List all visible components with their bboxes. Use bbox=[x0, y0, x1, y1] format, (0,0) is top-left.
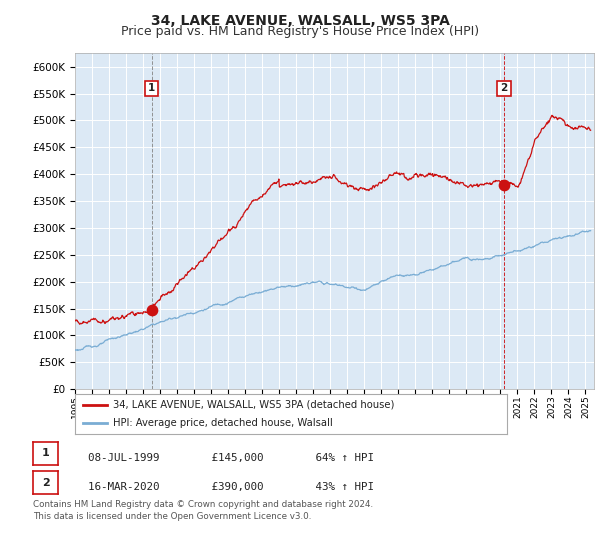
Text: Contains HM Land Registry data © Crown copyright and database right 2024.
This d: Contains HM Land Registry data © Crown c… bbox=[33, 500, 373, 521]
Text: 2: 2 bbox=[42, 478, 49, 488]
Text: Price paid vs. HM Land Registry's House Price Index (HPI): Price paid vs. HM Land Registry's House … bbox=[121, 25, 479, 38]
Point bbox=[499, 180, 509, 189]
Point bbox=[147, 306, 157, 315]
Text: 16-MAR-2020        £390,000        43% ↑ HPI: 16-MAR-2020 £390,000 43% ↑ HPI bbox=[75, 482, 374, 492]
Text: 08-JUL-1999        £145,000        64% ↑ HPI: 08-JUL-1999 £145,000 64% ↑ HPI bbox=[75, 453, 374, 463]
Text: 1: 1 bbox=[42, 449, 49, 459]
Text: HPI: Average price, detached house, Walsall: HPI: Average price, detached house, Wals… bbox=[113, 418, 333, 428]
Text: 34, LAKE AVENUE, WALSALL, WS5 3PA (detached house): 34, LAKE AVENUE, WALSALL, WS5 3PA (detac… bbox=[113, 400, 394, 409]
Text: 1: 1 bbox=[148, 83, 155, 94]
Text: 34, LAKE AVENUE, WALSALL, WS5 3PA: 34, LAKE AVENUE, WALSALL, WS5 3PA bbox=[151, 14, 449, 28]
Text: 2: 2 bbox=[500, 83, 508, 94]
